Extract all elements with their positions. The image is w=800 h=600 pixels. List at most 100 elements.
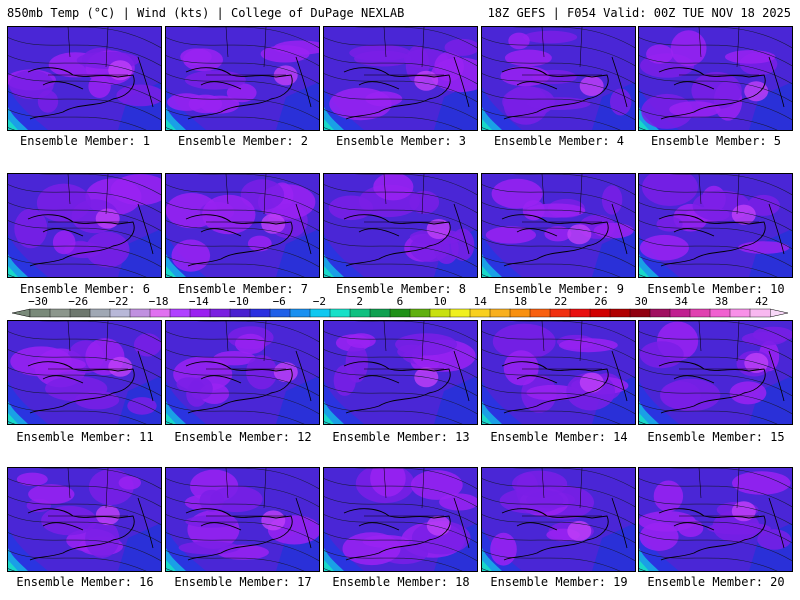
ensemble-member-label: Ensemble Member: 17 bbox=[174, 575, 312, 589]
colorbar-tick-label: 22 bbox=[554, 296, 567, 308]
colorbar-tick-label: 6 bbox=[397, 296, 404, 308]
colorbar-swatch bbox=[129, 308, 151, 318]
ensemble-map-11 bbox=[7, 320, 162, 425]
colorbar-swatch bbox=[229, 308, 251, 318]
ensemble-map-6 bbox=[7, 173, 162, 278]
colorbar-swatch bbox=[569, 308, 591, 318]
colorbar-swatch bbox=[669, 308, 691, 318]
colorbar-swatch bbox=[549, 308, 571, 318]
ensemble-map-20 bbox=[638, 467, 793, 572]
colorbar-swatch bbox=[29, 308, 51, 318]
colorbar-tick-label: 42 bbox=[755, 296, 768, 308]
ensemble-member-label: Ensemble Member: 12 bbox=[174, 430, 312, 444]
ensemble-member-label: Ensemble Member: 5 bbox=[650, 134, 782, 148]
ensemble-map-10 bbox=[638, 173, 793, 278]
colorbar-tick-label: 14 bbox=[474, 296, 488, 308]
colorbar-swatch bbox=[609, 308, 631, 318]
ensemble-member-label: Ensemble Member: 2 bbox=[177, 134, 309, 148]
run-valid-time: 18Z GEFS | F054 Valid: 00Z TUE NOV 18 20… bbox=[487, 6, 791, 20]
colorbar-swatch bbox=[709, 308, 731, 318]
ensemble-member-label: Ensemble Member: 13 bbox=[332, 430, 470, 444]
ensemble-member-label: Ensemble Member: 9 bbox=[493, 282, 625, 296]
ensemble-map-9 bbox=[481, 173, 636, 278]
ensemble-member-label: Ensemble Member: 18 bbox=[332, 575, 470, 589]
colorbar-swatch bbox=[409, 308, 431, 318]
ensemble-map-3 bbox=[323, 26, 478, 131]
ensemble-map-16 bbox=[7, 467, 162, 572]
colorbar-swatch bbox=[589, 308, 611, 318]
colorbar-tick-label: 34 bbox=[675, 296, 689, 308]
temperature-colorbar: −30 −26 −22 −18 −14 −10 −6 −2 2 6 10 14 18 22 26 30 34 38… bbox=[12, 296, 788, 318]
ensemble-member-label: Ensemble Member: 7 bbox=[177, 282, 309, 296]
colorbar-swatch bbox=[749, 308, 771, 318]
ensemble-map-7 bbox=[165, 173, 320, 278]
colorbar-tick-label: 30 bbox=[634, 296, 647, 308]
colorbar-swatch bbox=[509, 308, 531, 318]
ensemble-map-1 bbox=[7, 26, 162, 131]
colorbar-tick-label: −14 bbox=[189, 296, 209, 308]
colorbar-tick-label: −6 bbox=[273, 296, 286, 308]
ensemble-member-label: Ensemble Member: 15 bbox=[647, 430, 785, 444]
colorbar-swatch bbox=[689, 308, 711, 318]
ensemble-member-label: Ensemble Member: 8 bbox=[335, 282, 467, 296]
colorbar-tick-label: −26 bbox=[68, 296, 88, 308]
ensemble-member-label: Ensemble Member: 6 bbox=[19, 282, 151, 296]
colorbar-swatch bbox=[249, 308, 271, 318]
colorbar-swatch bbox=[209, 308, 231, 318]
colorbar-tick-label: 18 bbox=[514, 296, 527, 308]
ensemble-member-label: Ensemble Member: 3 bbox=[335, 134, 467, 148]
ensemble-map-4 bbox=[481, 26, 636, 131]
ensemble-member-label: Ensemble Member: 4 bbox=[493, 134, 625, 148]
ensemble-member-label: Ensemble Member: 16 bbox=[16, 575, 154, 589]
colorbar-swatch bbox=[449, 308, 471, 318]
ensemble-member-label: Ensemble Member: 1 bbox=[19, 134, 151, 148]
colorbar-swatch bbox=[489, 308, 511, 318]
ensemble-member-label: Ensemble Member: 19 bbox=[490, 575, 628, 589]
ensemble-map-19 bbox=[481, 467, 636, 572]
colorbar-swatch bbox=[109, 308, 131, 318]
ensemble-member-label: Ensemble Member: 10 bbox=[647, 282, 785, 296]
colorbar-tick-label: 10 bbox=[433, 296, 446, 308]
colorbar-swatch bbox=[469, 308, 491, 318]
colorbar-swatch bbox=[89, 308, 111, 318]
colorbar-tick-label: −30 bbox=[28, 296, 48, 308]
colorbar-swatch bbox=[649, 308, 671, 318]
colorbar-tick-label: 38 bbox=[715, 296, 728, 308]
colorbar-swatch bbox=[309, 308, 331, 318]
ensemble-map-14 bbox=[481, 320, 636, 425]
colorbar-swatch bbox=[529, 308, 551, 318]
colorbar-tick-label: −22 bbox=[108, 296, 128, 308]
colorbar-swatch bbox=[49, 308, 71, 318]
ensemble-map-18 bbox=[323, 467, 478, 572]
colorbar-swatch bbox=[149, 308, 171, 318]
colorbar-swatch bbox=[329, 308, 351, 318]
colorbar-swatch bbox=[429, 308, 451, 318]
ensemble-map-5 bbox=[638, 26, 793, 131]
colorbar-tick-label: 2 bbox=[356, 296, 363, 308]
ensemble-member-label: Ensemble Member: 11 bbox=[16, 430, 154, 444]
ensemble-map-12 bbox=[165, 320, 320, 425]
colorbar-swatch bbox=[289, 308, 311, 318]
colorbar-swatch bbox=[729, 308, 751, 318]
colorbar-swatch bbox=[369, 308, 391, 318]
colorbar-swatch bbox=[69, 308, 91, 318]
colorbar-tick-label: 26 bbox=[594, 296, 607, 308]
colorbar-swatch bbox=[269, 308, 291, 318]
ensemble-member-label: Ensemble Member: 14 bbox=[490, 430, 628, 444]
colorbar-swatch bbox=[189, 308, 211, 318]
ensemble-member-label: Ensemble Member: 20 bbox=[647, 575, 785, 589]
colorbar-right-arrow bbox=[769, 308, 788, 318]
ensemble-map-8 bbox=[323, 173, 478, 278]
colorbar-swatch bbox=[629, 308, 651, 318]
map-title: 850mb Temp (°C) | Wind (kts) | College o… bbox=[7, 6, 405, 20]
colorbar-swatch bbox=[349, 308, 371, 318]
ensemble-map-2 bbox=[165, 26, 320, 131]
ensemble-map-15 bbox=[638, 320, 793, 425]
ensemble-map-13 bbox=[323, 320, 478, 425]
colorbar-swatch bbox=[389, 308, 411, 318]
colorbar-left-arrow bbox=[12, 308, 31, 318]
ensemble-map-17 bbox=[165, 467, 320, 572]
colorbar-tick-label: −2 bbox=[313, 296, 326, 308]
colorbar-tick-label: −18 bbox=[149, 296, 169, 308]
colorbar-tick-label: −10 bbox=[229, 296, 249, 308]
